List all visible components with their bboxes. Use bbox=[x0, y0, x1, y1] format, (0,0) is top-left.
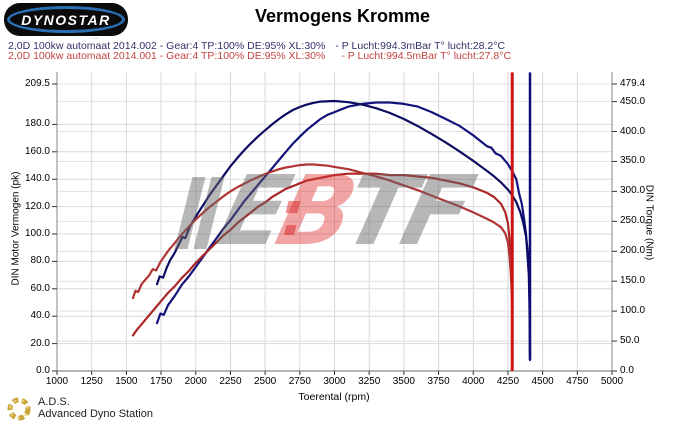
ads-abbreviation: A.D.S. bbox=[38, 396, 70, 408]
left-axis-title: DIN Motor Vermogen (pk) bbox=[10, 171, 22, 286]
run-1-label: 2,0D 100kw automaat 2014.002 - Gear:4 TP… bbox=[8, 40, 326, 52]
x-axis-title: Toerental (rpm) bbox=[298, 391, 370, 403]
curve-power-2014.002 bbox=[155, 101, 532, 362]
run-info-line-2: 2,0D 100kw automaat 2014.001 - Gear:4 TP… bbox=[8, 50, 511, 62]
dynostar-logo-ring bbox=[7, 6, 125, 33]
dynostar-logo: DYNOSTAR bbox=[4, 3, 128, 36]
curve-torque-2014.002 bbox=[155, 99, 532, 358]
run-1-ambient: - P Lucht:994.3mBar T° lucht:28.2°C bbox=[335, 40, 506, 52]
page-title: Vermogens Kromme bbox=[254, 6, 431, 26]
ads-logo-icon bbox=[7, 397, 31, 421]
run-2-label: 2,0D 100kw automaat 2014.001 - Gear:4 TP… bbox=[8, 50, 326, 62]
ads-full-name: Advanced Dyno Station bbox=[38, 408, 153, 420]
logo-fineprint: .... bbox=[92, 35, 99, 41]
curve-power-2014.001 bbox=[131, 172, 514, 337]
run-2-ambient: - P Lucht:994.5mBar T° lucht:27.8°C bbox=[341, 50, 512, 62]
dynostar-logo-text: DYNOSTAR bbox=[21, 11, 111, 28]
right-axis-title: DIN Torque (Nm) bbox=[643, 184, 655, 261]
run-info-line-1: 2,0D 100kw automaat 2014.002 - Gear:4 TP… bbox=[8, 40, 505, 52]
curve-torque-2014.001 bbox=[131, 163, 514, 301]
